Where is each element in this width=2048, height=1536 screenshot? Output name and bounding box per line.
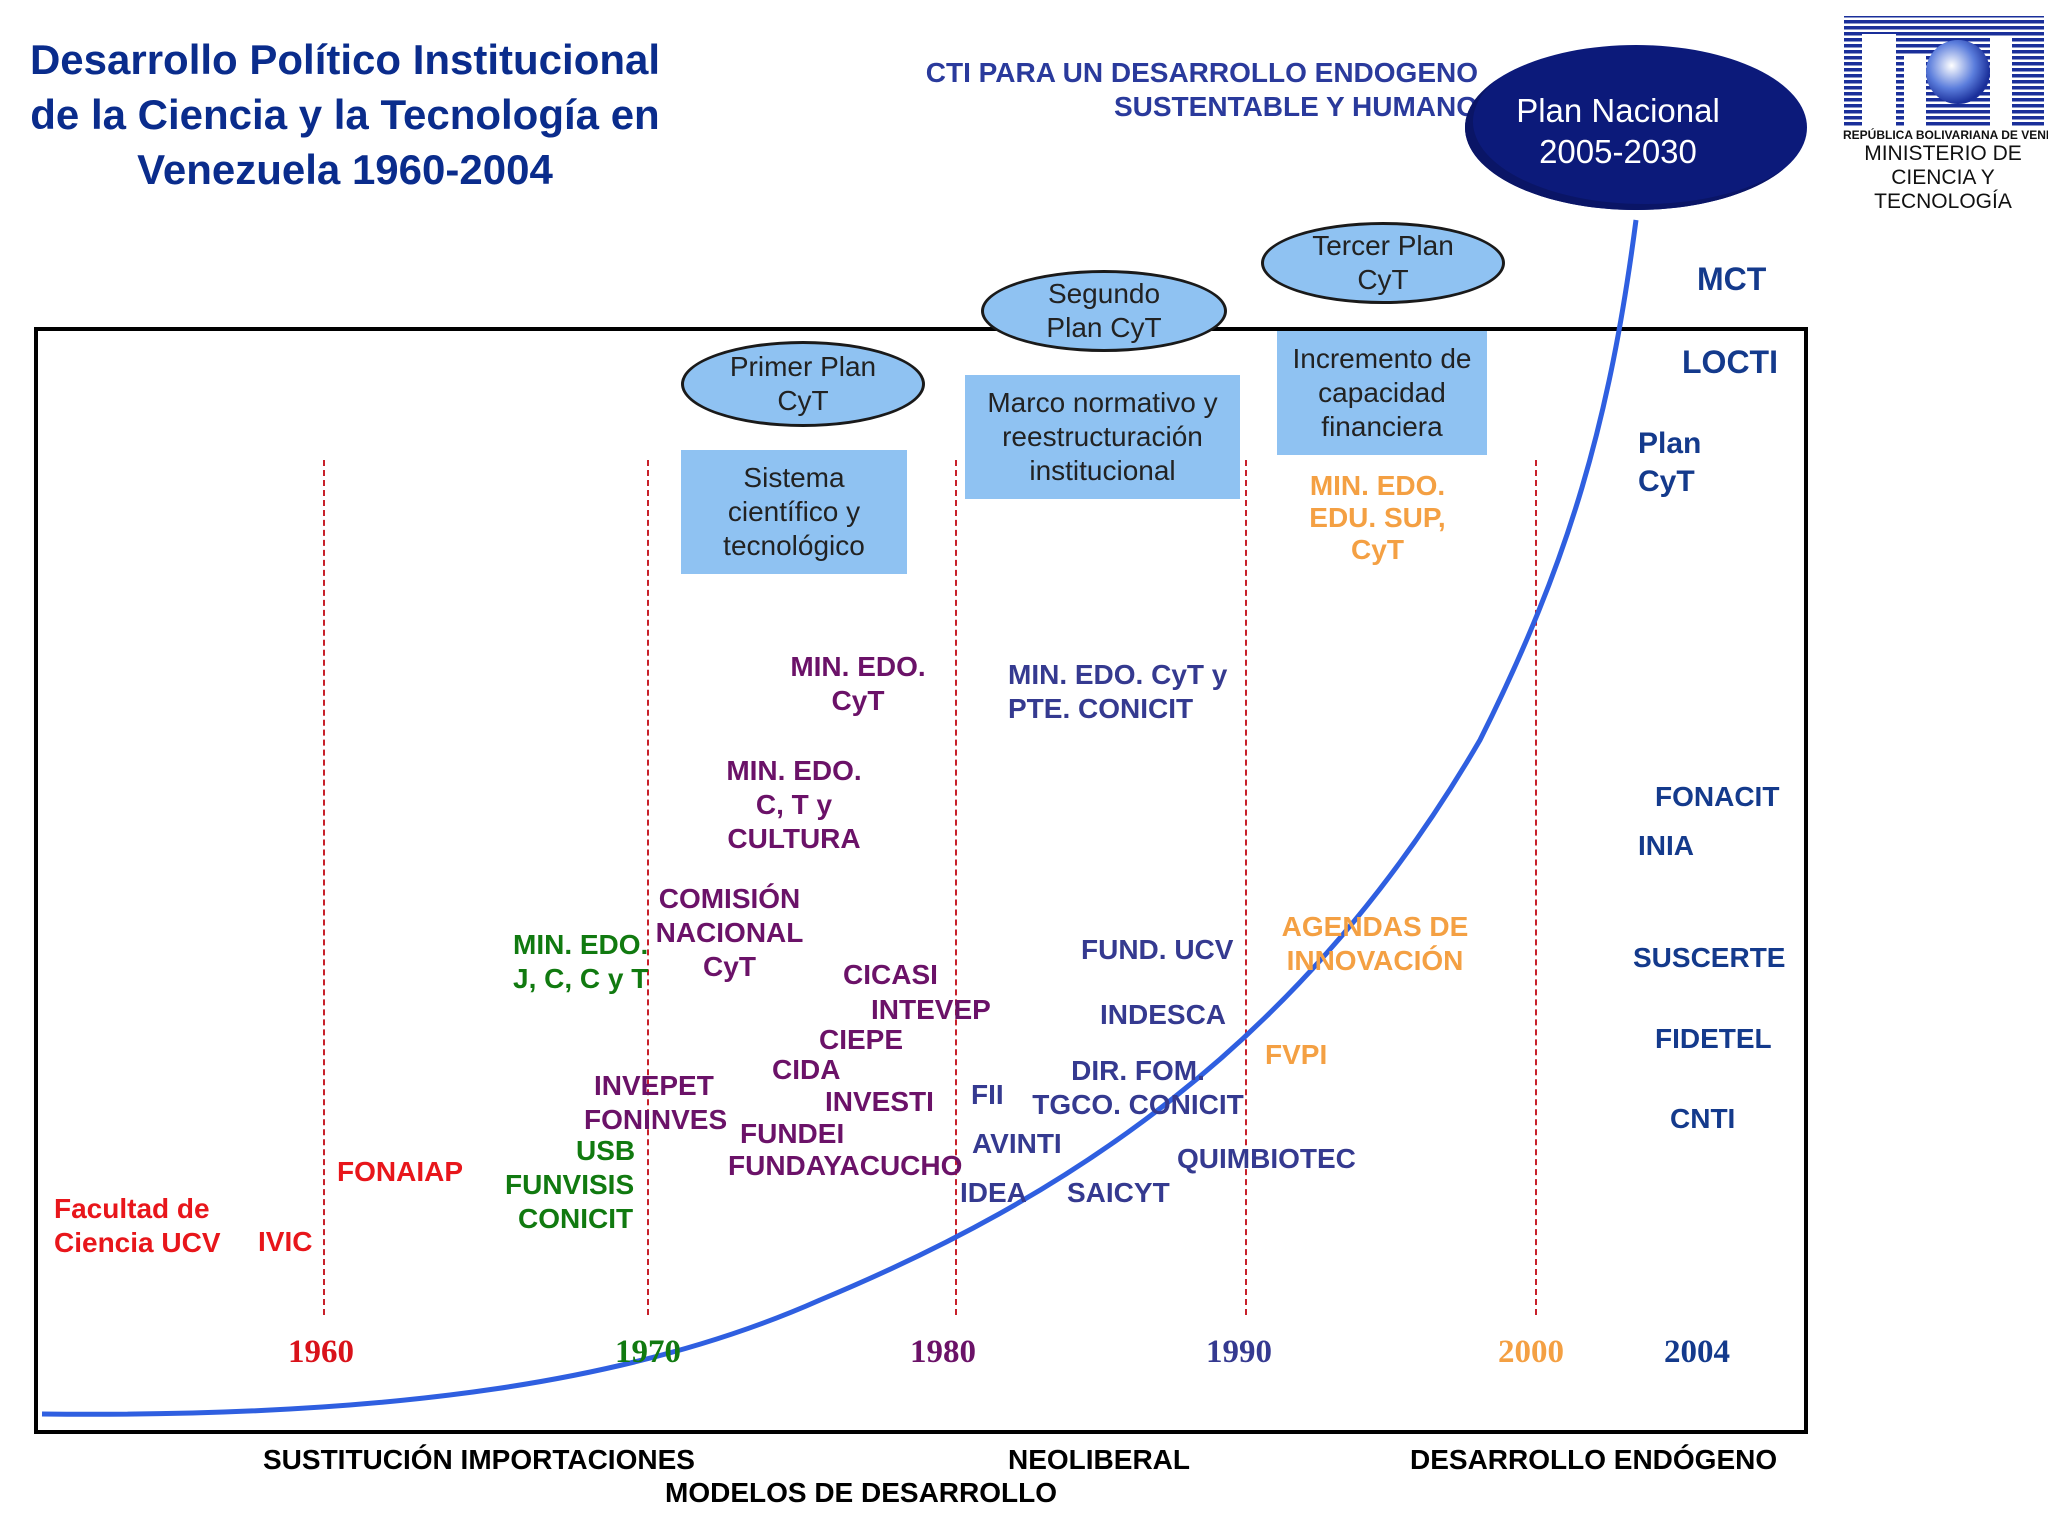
year-2004: 2004 xyxy=(1664,1334,1730,1370)
logo-caption: MINISTERIO DE CIENCIA Y TECNOLOGÍA xyxy=(1864,142,2022,213)
year-1990: 1990 xyxy=(1206,1334,1272,1370)
label-min-edo-edu-sup-cyt: MIN. EDO. EDU. SUP, CyT xyxy=(1309,470,1446,565)
label-plan-cyt: Plan CyT xyxy=(1638,427,1702,498)
label-indesca: INDESCA xyxy=(1100,999,1227,1030)
divider-1980 xyxy=(955,460,957,1315)
label-fund-ucv: FUND. UCV xyxy=(1081,934,1234,965)
label-fonaiap: FONAIAP xyxy=(337,1156,463,1187)
label-avinti: AVINTI xyxy=(972,1128,1062,1159)
label-min-edo-jcct: MIN. EDO. J, C, C y T xyxy=(513,929,649,994)
label-fii: FII xyxy=(971,1079,1004,1110)
label-fundei: FUNDEI xyxy=(740,1118,845,1149)
plan-nacional-ellipse xyxy=(1465,45,1807,210)
ellipse-primer-plan-label: Primer Plan CyT xyxy=(729,351,877,416)
label-min-edo-cty-cultura: MIN. EDO. C, T y CULTURA xyxy=(726,755,862,854)
ellipse-tercer-plan-label: Tercer Plan CyT xyxy=(1312,230,1454,295)
label-inia: INIA xyxy=(1638,830,1694,861)
label-foninves: FONINVES xyxy=(584,1104,728,1135)
box-incremento: Incremento de capacidad financiera xyxy=(1277,331,1487,455)
label-dir-fom-tgco-conicit: DIR. FOM. TGCO. CONICIT xyxy=(1032,1055,1244,1120)
divider-1960 xyxy=(323,460,325,1315)
label-fidetel: FIDETEL xyxy=(1655,1023,1772,1054)
label-quimbiotec: QUIMBIOTEC xyxy=(1177,1143,1356,1174)
label-conicit: CONICIT xyxy=(518,1203,634,1234)
label-investi: INVESTI xyxy=(825,1086,934,1117)
label-saicyt: SAICYT xyxy=(1067,1177,1170,1208)
label-fvpi: FVPI xyxy=(1265,1039,1328,1070)
label-locti: LOCTI xyxy=(1682,344,1778,380)
label-suscerte: SUSCERTE xyxy=(1633,942,1786,973)
box-marco-normativo-label: Marco normativo y reestructuración insti… xyxy=(987,387,1218,486)
divider-1990 xyxy=(1245,460,1247,1315)
ellipse-segundo-plan: Segundo Plan CyT xyxy=(981,270,1227,352)
timeline-frame xyxy=(34,327,1808,1434)
label-fundayacucho: FUNDAYACUCHO xyxy=(728,1150,963,1181)
label-ciepe: CIEPE xyxy=(819,1024,904,1055)
label-facultad-ciencia-ucv: Facultad de Ciencia UCV xyxy=(54,1193,221,1258)
model-sustitucion: SUSTITUCIÓN IMPORTACIONES xyxy=(263,1444,695,1475)
page-title: Desarrollo Político Institucional de la … xyxy=(29,36,661,193)
ellipse-primer-plan: Primer Plan CyT xyxy=(681,341,925,427)
year-1960: 1960 xyxy=(288,1334,354,1370)
mct-logo-mark xyxy=(1844,16,2044,126)
label-funvisis: FUNVISIS xyxy=(505,1169,635,1200)
year-1980: 1980 xyxy=(910,1334,976,1370)
label-cicasi: CICASI xyxy=(843,959,938,990)
divider-1970 xyxy=(647,460,649,1315)
logo-caption-small: REPÚBLICA BOLIVARIANA DE VENEZUELA xyxy=(1843,128,2048,142)
box-marco-normativo: Marco normativo y reestructuración insti… xyxy=(965,375,1240,499)
label-agendas-innovacion: AGENDAS DE INNOVACIÓN xyxy=(1281,911,1469,976)
ellipse-tercer-plan: Tercer Plan CyT xyxy=(1261,222,1505,304)
year-1970: 1970 xyxy=(615,1334,681,1370)
label-mct: MCT xyxy=(1697,261,1767,297)
box-sistema-label: Sistema científico y tecnológico xyxy=(723,462,865,561)
subtitle: CTI PARA UN DESARROLLO ENDOGENO SUSTENTA… xyxy=(925,57,1478,122)
label-idea: IDEA xyxy=(960,1177,1027,1208)
box-sistema: Sistema científico y tecnológico xyxy=(681,450,907,574)
label-usb: USB xyxy=(576,1135,636,1166)
label-min-edo-cyt: MIN. EDO. CyT xyxy=(790,651,926,716)
year-2000: 2000 xyxy=(1498,1334,1564,1370)
label-cida: CIDA xyxy=(772,1054,841,1085)
label-min-edo-cyt-pte-conicit: MIN. EDO. CyT y PTE. CONICIT xyxy=(1008,659,1228,724)
label-ivic: IVIC xyxy=(258,1226,313,1257)
label-fonacit: FONACIT xyxy=(1655,781,1780,812)
label-intevep: INTEVEP xyxy=(871,994,991,1025)
mct-logo xyxy=(1840,14,2048,194)
axis-modelos-desarrollo: MODELOS DE DESARROLLO xyxy=(665,1477,1058,1508)
model-neoliberal: NEOLIBERAL xyxy=(1008,1444,1190,1475)
label-invepet: INVEPET xyxy=(594,1070,714,1101)
ellipse-segundo-plan-label: Segundo Plan CyT xyxy=(1046,278,1162,343)
divider-2000 xyxy=(1535,460,1537,1315)
label-comision-nacional: COMISIÓN NACIONAL CyT xyxy=(655,883,804,982)
label-cnti: CNTI xyxy=(1670,1103,1736,1134)
model-desarrollo-endogeno: DESARROLLO ENDÓGENO xyxy=(1410,1444,1778,1475)
box-incremento-label: Incremento de capacidad financiera xyxy=(1292,343,1472,442)
plan-nacional-label: Plan Nacional 2005-2030 xyxy=(1516,92,1720,170)
